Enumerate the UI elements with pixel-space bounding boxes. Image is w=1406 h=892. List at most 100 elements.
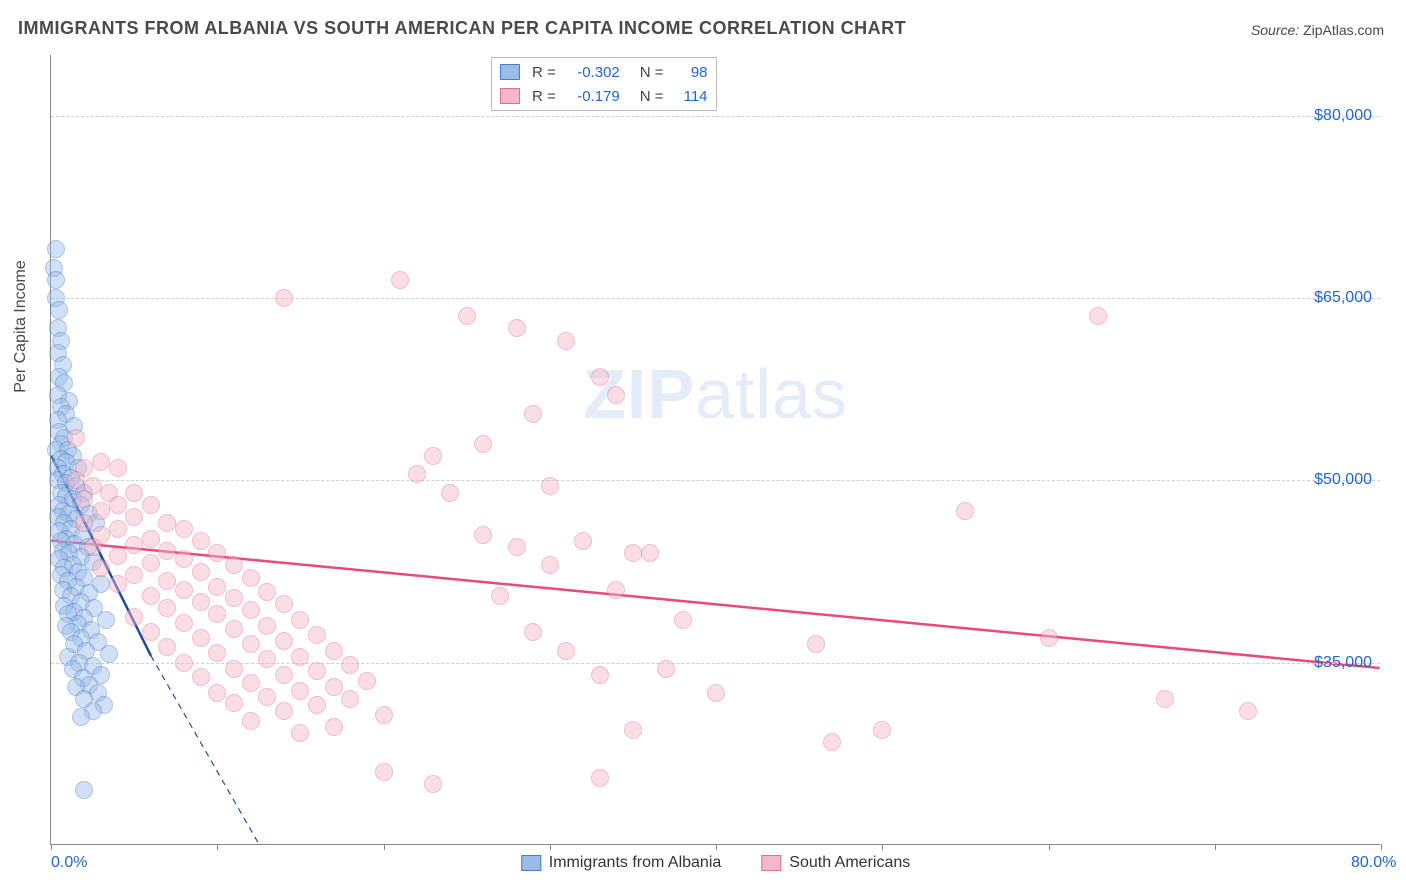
data-point	[258, 583, 276, 601]
data-point	[125, 566, 143, 584]
legend-item: South Americans	[761, 854, 910, 872]
data-point	[624, 544, 642, 562]
data-point	[109, 520, 127, 538]
data-point	[557, 642, 575, 660]
data-point	[325, 678, 343, 696]
data-point	[175, 654, 193, 672]
data-point	[508, 538, 526, 556]
data-point	[175, 614, 193, 632]
stats-row: R =-0.179N =114	[500, 84, 708, 108]
data-point	[175, 581, 193, 599]
y-axis-label: Per Capita Income	[12, 260, 30, 393]
legend-item: Immigrants from Albania	[521, 854, 722, 872]
data-point	[657, 660, 675, 678]
stat-r-value: -0.179	[564, 88, 620, 105]
data-point	[208, 644, 226, 662]
y-tick-label: $65,000	[1314, 289, 1372, 307]
stat-n-value: 98	[672, 64, 708, 81]
data-point	[142, 587, 160, 605]
chart-title: IMMIGRANTS FROM ALBANIA VS SOUTH AMERICA…	[18, 18, 906, 39]
x-tick	[1215, 844, 1216, 850]
data-point	[441, 484, 459, 502]
x-tick	[882, 844, 883, 850]
data-point	[291, 682, 309, 700]
data-point	[72, 708, 90, 726]
stats-row: R =-0.302N =98	[500, 60, 708, 84]
data-point	[258, 617, 276, 635]
data-point	[358, 672, 376, 690]
data-point	[258, 688, 276, 706]
data-point	[291, 724, 309, 742]
data-point	[873, 721, 891, 739]
x-tick	[1381, 844, 1382, 850]
data-point	[125, 508, 143, 526]
data-point	[474, 526, 492, 544]
data-point	[192, 668, 210, 686]
data-point	[192, 629, 210, 647]
source-value: ZipAtlas.com	[1303, 22, 1384, 38]
data-point	[142, 623, 160, 641]
data-point	[75, 490, 93, 508]
stat-n-label: N =	[640, 64, 664, 81]
chart-plot-area: Per Capita Income ZIPatlas R =-0.302N =9…	[50, 55, 1380, 845]
data-point	[1156, 690, 1174, 708]
data-point	[158, 638, 176, 656]
data-point	[591, 368, 609, 386]
data-point	[275, 702, 293, 720]
data-point	[125, 536, 143, 554]
data-point	[375, 763, 393, 781]
data-point	[1239, 702, 1257, 720]
data-point	[1089, 307, 1107, 325]
data-point	[557, 332, 575, 350]
data-point	[109, 459, 127, 477]
data-point	[524, 623, 542, 641]
data-point	[508, 319, 526, 337]
data-point	[491, 587, 509, 605]
data-point	[574, 532, 592, 550]
data-point	[158, 572, 176, 590]
data-point	[291, 648, 309, 666]
data-point	[242, 635, 260, 653]
data-point	[125, 608, 143, 626]
x-tick	[51, 844, 52, 850]
data-point	[341, 656, 359, 674]
data-point	[47, 240, 65, 258]
y-tick-label: $35,000	[1314, 654, 1372, 672]
data-point	[624, 721, 642, 739]
data-point	[208, 684, 226, 702]
x-tick	[1049, 844, 1050, 850]
data-point	[142, 530, 160, 548]
data-point	[242, 601, 260, 619]
data-point	[142, 554, 160, 572]
data-point	[325, 718, 343, 736]
data-point	[424, 775, 442, 793]
data-point	[67, 471, 85, 489]
data-point	[474, 435, 492, 453]
stat-r-label: R =	[532, 88, 556, 105]
stat-r-label: R =	[532, 64, 556, 81]
data-point	[208, 578, 226, 596]
data-point	[341, 690, 359, 708]
data-point	[75, 781, 93, 799]
data-point	[275, 595, 293, 613]
y-tick-label: $80,000	[1314, 107, 1372, 125]
data-point	[92, 559, 110, 577]
data-point	[308, 626, 326, 644]
data-point	[641, 544, 659, 562]
data-point	[524, 405, 542, 423]
data-point	[541, 556, 559, 574]
data-point	[275, 289, 293, 307]
x-tick-label: 0.0%	[51, 854, 87, 872]
data-point	[109, 496, 127, 514]
data-point	[258, 650, 276, 668]
data-point	[607, 386, 625, 404]
gridline-h	[51, 480, 1380, 481]
data-point	[591, 666, 609, 684]
data-point	[47, 271, 65, 289]
data-point	[275, 632, 293, 650]
data-point	[823, 733, 841, 751]
stat-n-label: N =	[640, 88, 664, 105]
legend-swatch	[521, 855, 541, 871]
gridline-h	[51, 116, 1380, 117]
data-point	[125, 484, 143, 502]
